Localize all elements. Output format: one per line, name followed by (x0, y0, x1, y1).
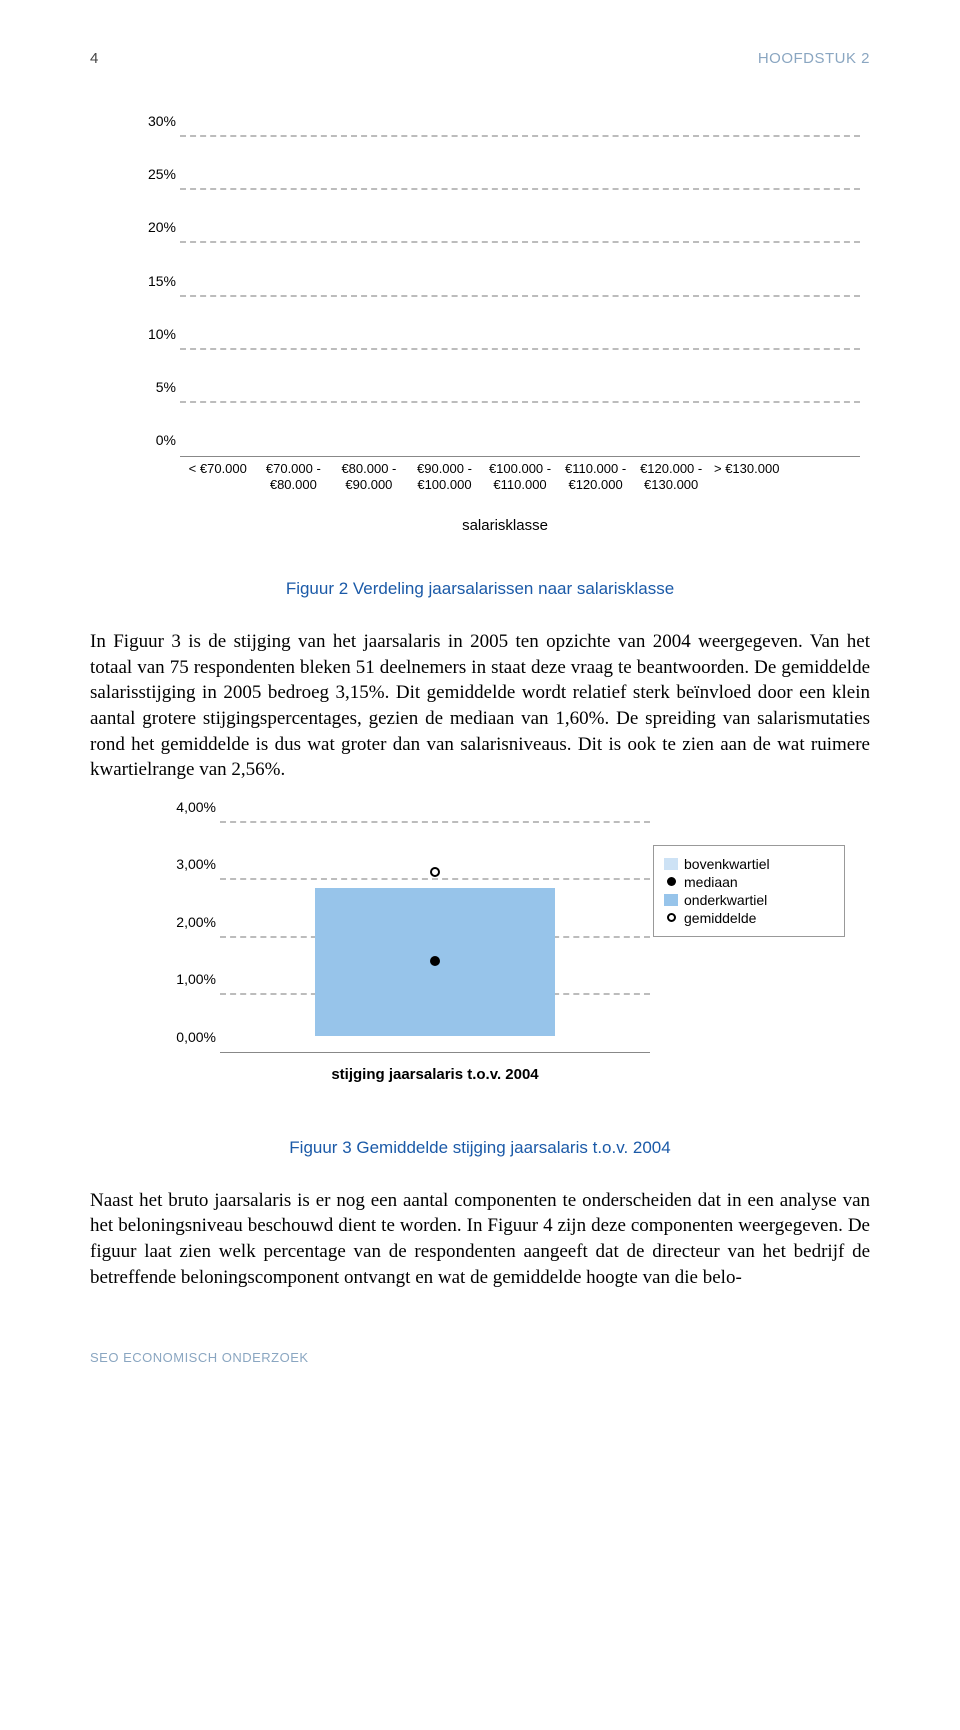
legend-onderkwartiel: onderkwartiel (664, 892, 834, 908)
legend-mediaan: mediaan (664, 874, 834, 890)
median-marker (430, 956, 440, 966)
figure-3-caption: Figuur 3 Gemiddelde stijging jaarsalaris… (90, 1138, 870, 1158)
legend-swatch-bovenkwartiel (664, 858, 678, 870)
legend-dot-mediaan (664, 876, 678, 888)
x-axis-labels: < €70.000€70.000 -€80.000€80.000 -€90.00… (180, 457, 860, 507)
gridline (180, 401, 860, 403)
footer: SEO ECONOMISCH ONDERZOEK (90, 1350, 870, 1365)
legend-label: onderkwartiel (684, 892, 767, 908)
gridline (180, 188, 860, 190)
x-tick-label: €120.000 -€130.000 (633, 457, 709, 507)
gridline (180, 241, 860, 243)
bar-plot-area: 0%5%10%15%20%25%30% (180, 137, 860, 457)
x-tick-label (785, 457, 861, 507)
x-tick-label: €100.000 -€110.000 (482, 457, 558, 507)
x-tick-label: > €130.000 (709, 457, 785, 507)
bars-container (180, 137, 860, 456)
gridline (180, 295, 860, 297)
x-axis-title: salarisklasse (140, 517, 870, 534)
y-tick-label: 5% (132, 379, 176, 395)
chapter-label: HOOFDSTUK 2 (758, 50, 870, 67)
gridline (180, 135, 860, 137)
x-tick-label: €90.000 -€100.000 (407, 457, 483, 507)
gridline (220, 821, 650, 823)
y-tick-label: 20% (132, 219, 176, 235)
figure-2-caption: Figuur 2 Verdeling jaarsalarissen naar s… (90, 579, 870, 599)
box-plot-area: 0,00%1,00%2,00%3,00%4,00% (220, 823, 650, 1053)
box-x-axis-label: stijging jaarsalaris t.o.v. 2004 (220, 1066, 650, 1083)
y-tick-label: 30% (132, 113, 176, 129)
x-tick-label: €80.000 -€90.000 (331, 457, 407, 507)
y-tick-label: 0,00% (160, 1029, 216, 1045)
legend-label: gemiddelde (684, 910, 756, 926)
box-legend: bovenkwartiel mediaan onderkwartiel gemi… (653, 845, 845, 937)
paragraph-1: In Figuur 3 is de stijging van het jaars… (90, 629, 870, 783)
page: 4 HOOFDSTUK 2 0%5%10%15%20%25%30% < €70.… (0, 0, 960, 1730)
y-tick-label: 15% (132, 273, 176, 289)
legend-bovenkwartiel: bovenkwartiel (664, 856, 834, 872)
y-tick-label: 4,00% (160, 799, 216, 815)
legend-label: mediaan (684, 874, 738, 890)
bar-chart: 0%5%10%15%20%25%30% < €70.000€70.000 -€8… (130, 137, 860, 507)
gridline (180, 348, 860, 350)
legend-gemiddelde: gemiddelde (664, 910, 834, 926)
header: 4 HOOFDSTUK 2 (90, 50, 870, 67)
y-tick-label: 3,00% (160, 856, 216, 872)
mean-marker (430, 867, 440, 877)
box-chart: 0,00%1,00%2,00%3,00%4,00% bovenkwartiel … (160, 823, 840, 1083)
x-tick-label: < €70.000 (180, 457, 256, 507)
legend-label: bovenkwartiel (684, 856, 770, 872)
gridline (220, 878, 650, 880)
y-tick-label: 0% (132, 432, 176, 448)
y-tick-label: 2,00% (160, 914, 216, 930)
page-number: 4 (90, 50, 98, 67)
x-tick-label: €70.000 -€80.000 (256, 457, 332, 507)
y-tick-label: 1,00% (160, 971, 216, 987)
paragraph-2: Naast het bruto jaarsalaris is er nog ee… (90, 1188, 870, 1291)
y-tick-label: 10% (132, 326, 176, 342)
y-tick-label: 25% (132, 166, 176, 182)
legend-swatch-onderkwartiel (664, 894, 678, 906)
legend-dot-gemiddelde (664, 912, 678, 924)
x-tick-label: €110.000 -€120.000 (558, 457, 634, 507)
